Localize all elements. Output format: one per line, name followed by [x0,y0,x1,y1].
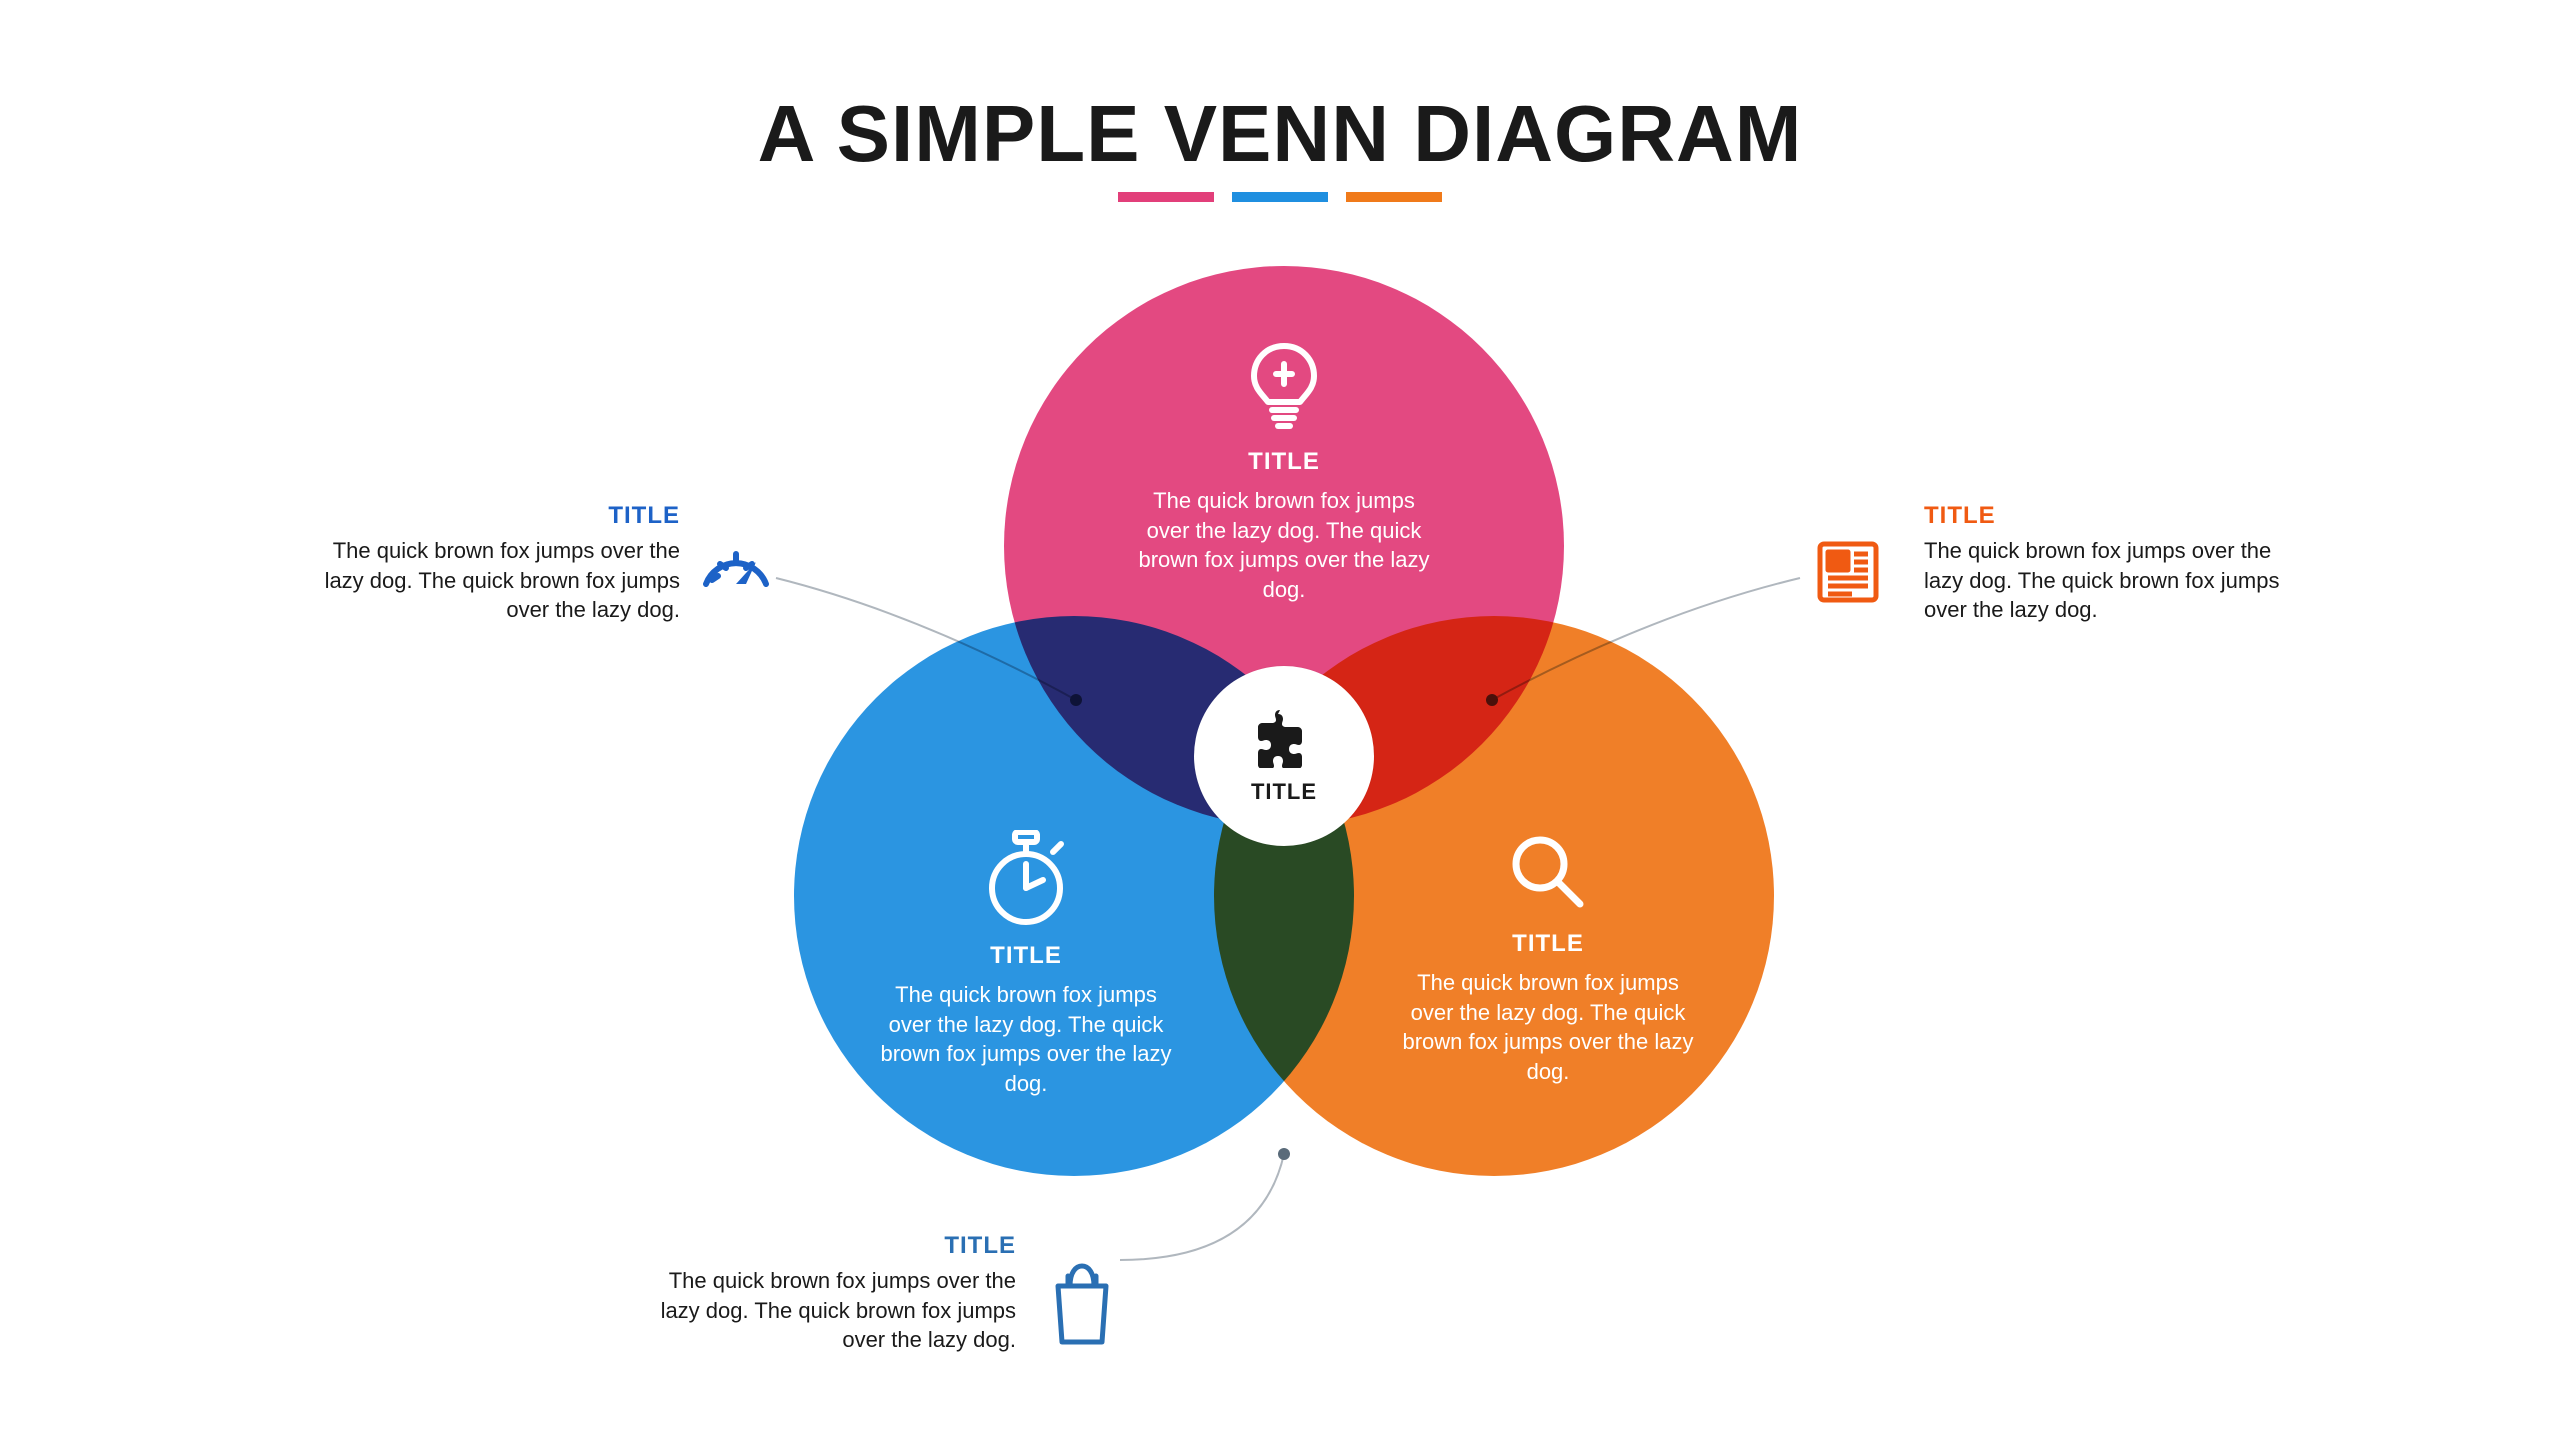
underline-blue [1232,192,1328,202]
underline-pink [1118,192,1214,202]
title-underlines [1118,192,1442,202]
callout-left-desc: The quick brown fox jumps over the lazy … [300,536,680,625]
callout-bottom: TITLE The quick brown fox jumps over the… [636,1232,1016,1355]
stage: A SIMPLE VENN DIAGRAM TITLE The quick br… [0,0,2560,1440]
callout-right: TITLE The quick brown fox jumps over the… [1924,502,2304,625]
venn-center-title: TITLE [1251,779,1317,805]
underline-orange [1346,192,1442,202]
gauge-icon [700,536,772,597]
callout-right-desc: The quick brown fox jumps over the lazy … [1924,536,2304,625]
callout-left-title: TITLE [300,502,680,530]
callout-bottom-desc: The quick brown fox jumps over the lazy … [636,1266,1016,1355]
newspaper-icon [1812,536,1884,613]
shopping-bag-icon [1046,1260,1118,1353]
callout-bottom-title: TITLE [636,1232,1016,1260]
venn-center-badge: TITLE [1194,666,1374,846]
callout-right-title: TITLE [1924,502,2304,530]
callout-left: TITLE The quick brown fox jumps over the… [300,502,680,625]
puzzle-icon [1254,708,1314,773]
page-title: A SIMPLE VENN DIAGRAM [0,88,2560,180]
